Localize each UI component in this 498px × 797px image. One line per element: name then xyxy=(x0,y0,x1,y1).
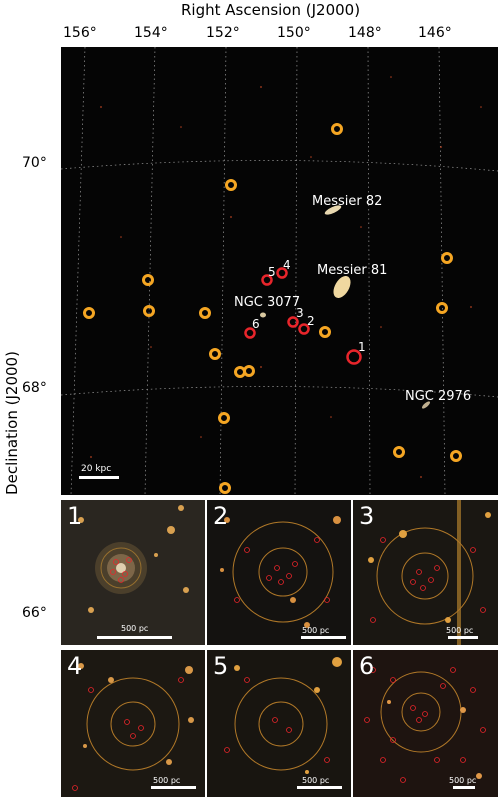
sky-field-image: Messier 82 Messier 81 NGC 3077 NGC 2976 … xyxy=(61,47,498,495)
red-marker-4 xyxy=(276,267,288,279)
x-axis-title: Right Ascension (J2000) xyxy=(181,1,361,19)
panel-number: 4 xyxy=(67,652,83,680)
panel-scale-label: 500 pc xyxy=(302,776,330,785)
panel-number: 1 xyxy=(67,502,83,530)
zoom-panel-4-image xyxy=(72,663,196,791)
zoom-panel-5-image xyxy=(224,657,342,789)
marker-label-2: 2 xyxy=(307,314,315,328)
scale-bar-label: 20 kpc xyxy=(81,464,112,474)
orange-marker xyxy=(83,307,95,319)
panel-scale-label: 500 pc xyxy=(153,776,181,785)
orange-marker xyxy=(225,179,237,191)
orange-marker xyxy=(319,326,331,338)
messier-82-galaxy xyxy=(324,205,342,215)
zoom-panel-4: 4 500 pc xyxy=(61,650,205,797)
panel-scale-label: 500 pc xyxy=(121,624,149,633)
zoom-panel-6-image xyxy=(364,667,486,789)
marker-label-1: 1 xyxy=(358,340,366,354)
orange-marker xyxy=(331,123,343,135)
zoom-panel-3-image xyxy=(368,500,491,645)
dec-grid-lines xyxy=(61,160,498,398)
ra-tick-146: 146° xyxy=(418,25,452,41)
orange-marker xyxy=(209,348,221,360)
messier-81-galaxy xyxy=(333,276,351,298)
panel-scale-label: 500 pc xyxy=(449,776,477,785)
dec-tick-68: 68° xyxy=(22,380,47,396)
marker-label-3: 3 xyxy=(296,306,304,320)
ra-tick-154: 154° xyxy=(134,25,168,41)
ra-tick-152: 152° xyxy=(206,25,240,41)
marker-label-6: 6 xyxy=(252,317,260,331)
y-axis-title: Declination (J2000) xyxy=(3,351,21,495)
panel-scale-label: 500 pc xyxy=(302,626,330,635)
orange-marker xyxy=(219,482,231,494)
panel-number: 2 xyxy=(213,502,229,530)
orange-markers xyxy=(83,123,462,494)
red-marker-2 xyxy=(298,323,310,335)
panel-number: 6 xyxy=(359,652,375,680)
ra-tick-156: 156° xyxy=(63,25,97,41)
orange-marker xyxy=(142,274,154,286)
red-marker-3 xyxy=(287,316,299,328)
zoom-panel-5: 5 500 pc xyxy=(207,650,351,797)
background-stars xyxy=(90,76,482,478)
sky-overlay xyxy=(61,47,498,495)
zoom-panel-3: 3 500 pc xyxy=(353,500,498,645)
ra-grid-lines xyxy=(70,47,446,495)
panel-number: 5 xyxy=(213,652,229,680)
ra-tick-150: 150° xyxy=(277,25,311,41)
ngc-3077-galaxy xyxy=(260,312,266,318)
red-marker-5 xyxy=(261,274,273,286)
zoom-panel-1: 1 500 pc xyxy=(61,500,205,645)
orange-marker xyxy=(450,450,462,462)
panel-number: 3 xyxy=(359,502,375,530)
orange-marker xyxy=(441,252,453,264)
label-messier-81: Messier 81 xyxy=(317,263,388,278)
label-ngc-3077: NGC 3077 xyxy=(234,295,301,310)
orange-marker xyxy=(436,302,448,314)
orange-marker xyxy=(393,446,405,458)
zoom-panel-1-image xyxy=(78,505,189,639)
red-markers xyxy=(244,267,362,365)
marker-label-5: 5 xyxy=(268,265,276,279)
orange-marker xyxy=(243,365,255,377)
label-messier-82: Messier 82 xyxy=(312,194,383,209)
zoom-panel-2-image xyxy=(220,516,346,639)
red-marker-1 xyxy=(346,349,362,365)
ngc-2976-galaxy xyxy=(421,401,431,409)
scale-bar xyxy=(79,476,119,479)
dec-tick-70: 70° xyxy=(22,155,47,171)
marker-label-4: 4 xyxy=(283,258,291,272)
ra-tick-148: 148° xyxy=(348,25,382,41)
dec-tick-66: 66° xyxy=(22,605,47,621)
zoom-panel-6: 6 500 pc xyxy=(353,650,498,797)
orange-marker xyxy=(218,412,230,424)
label-ngc-2976: NGC 2976 xyxy=(405,389,472,404)
red-marker-6 xyxy=(244,327,256,339)
panel-scale-label: 500 pc xyxy=(446,626,474,635)
zoom-panel-2: 2 500 pc xyxy=(207,500,351,645)
orange-marker xyxy=(199,307,211,319)
orange-marker xyxy=(143,305,155,317)
